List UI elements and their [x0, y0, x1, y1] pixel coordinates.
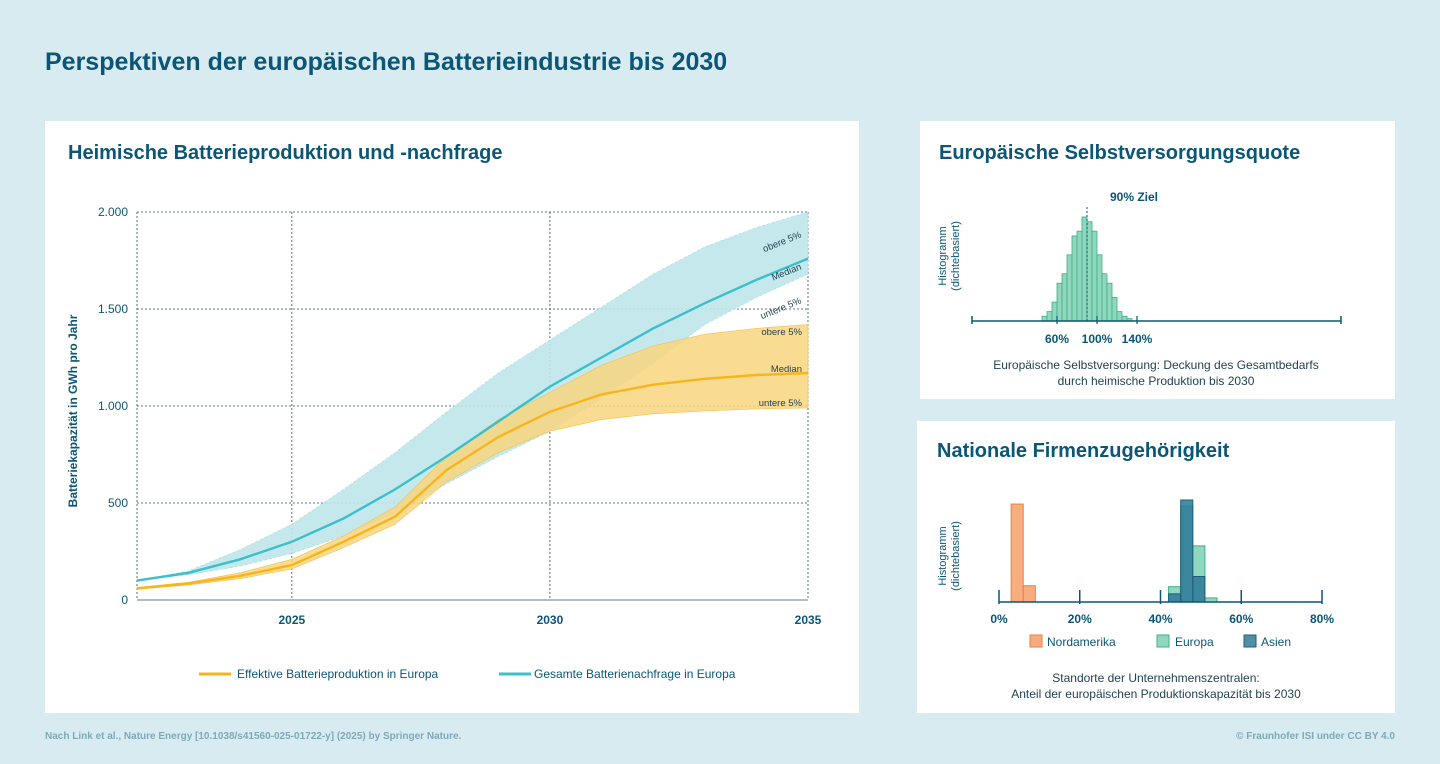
hist2-caption-line2: Anteil der europäischen Produktionskapaz…: [1011, 687, 1301, 701]
hist1-ylabel-line1: Histogramm: [937, 226, 949, 285]
footer-copyright: © Fraunhofer ISI under CC BY 4.0: [1236, 731, 1395, 742]
y-axis-label: Batteriekapazität in GWh pro Jahr: [66, 314, 80, 507]
hist1-ylabel-line2: (dichtebasiert): [950, 221, 962, 291]
nordamerika-bar: [1010, 503, 1024, 603]
hist1-x-tick-label: 100%: [1082, 332, 1113, 346]
production-band: [136, 324, 809, 590]
production-upper-label: obere 5%: [761, 327, 802, 338]
self-sufficiency-bar: [1061, 273, 1068, 322]
main-chart-title: Heimische Batterieproduktion und -nachfr…: [68, 142, 503, 164]
y-tick-label: 0: [121, 593, 128, 607]
legend-europa-swatch: [1156, 634, 1170, 648]
main-legend: Effektive Batterieproduktion in Europa G…: [199, 667, 736, 681]
affiliation-legend: Nordamerika Europa Asien: [1029, 634, 1291, 649]
self-sufficiency-bar: [1086, 221, 1093, 322]
self-sufficiency-bar: [1046, 311, 1053, 322]
demand-lower-label: untere 5%: [759, 295, 804, 322]
y-tick-label: 500: [108, 496, 128, 510]
self-sufficiency-bar: [1111, 296, 1118, 322]
nordamerika-bar: [1022, 585, 1036, 603]
x-tick-label: 2030: [537, 613, 564, 627]
legend-europa-label: Europa: [1175, 635, 1214, 649]
self-sufficiency-bar: [1106, 282, 1113, 322]
hist2-ylabel-line1: Histogramm: [937, 526, 949, 585]
legend-nordamerika-swatch: [1029, 634, 1043, 648]
x-tick-label: 2025: [278, 613, 305, 627]
self-sufficiency-bar: [1091, 230, 1098, 322]
main-chart-panel: Heimische Batterieproduktion und -nachfr…: [45, 121, 859, 713]
footer-source: Nach Link et al., Nature Energy [10.1038…: [45, 731, 462, 742]
self-sufficiency-chart: 60% 100% 140% Histogramm (dichtebasiert) 9…: [937, 190, 1342, 388]
asien-bar: [1180, 499, 1194, 603]
demand-median-line: [136, 257, 809, 582]
self-sufficiency-bar: [1096, 254, 1103, 322]
self-sufficiency-bar: [1101, 273, 1108, 322]
y-tick-label: 1.500: [98, 302, 128, 316]
target-label: 90% Ziel: [1110, 190, 1158, 204]
self-sufficiency-bar: [1066, 254, 1073, 322]
production-median-line: [136, 371, 809, 590]
hist2-x-tick-label: 20%: [1068, 612, 1092, 626]
legend-asien-label: Asien: [1261, 635, 1291, 649]
affiliation-chart: 0% 20% 40% 60% 80% Histogramm (dichtebasiert…: [937, 499, 1334, 701]
x-tick-label: 2035: [795, 613, 822, 627]
y-tick-label: 2.000: [98, 205, 128, 219]
affiliation-title: Nationale Firmenzugehörigkeit: [937, 440, 1230, 462]
self-sufficiency-bar: [1116, 311, 1123, 322]
hist2-ylabel-line2: (dichtebasiert): [950, 521, 962, 591]
production-lower-label: untere 5%: [759, 398, 803, 409]
affiliation-panel: Nationale Firmenzugehörigkeit 0% 20% 40% 60…: [917, 421, 1395, 713]
hist1-x-tick-label: 140%: [1122, 332, 1153, 346]
hist1-x-tick-label: 60%: [1045, 332, 1069, 346]
self-sufficiency-bar: [1051, 301, 1058, 322]
hist1-caption-line1: Europäische Selbstversorgung: Deckung de…: [993, 358, 1319, 372]
hist1-caption-line2: durch heimische Produktion bis 2030: [1058, 374, 1255, 388]
hist2-x-tick-label: 40%: [1148, 612, 1172, 626]
self-sufficiency-bar: [1071, 235, 1078, 322]
self-sufficiency-bar: [1081, 216, 1088, 322]
y-tick-label: 1.000: [98, 399, 128, 413]
page-title: Perspektiven der europäischen Batteriein…: [45, 48, 728, 76]
asien-bar: [1192, 576, 1206, 603]
self-sufficiency-panel: Europäische Selbstversorgungsquote 60% 10…: [920, 121, 1395, 399]
self-sufficiency-title: Europäische Selbstversorgungsquote: [939, 142, 1301, 164]
hist2-caption-line1: Standorte der Unternehmenszentralen:: [1052, 671, 1259, 685]
self-sufficiency-bar: [1056, 282, 1063, 322]
legend-nordamerika-label: Nordamerika: [1047, 635, 1116, 649]
hist2-x-tick-label: 0%: [990, 612, 1008, 626]
production-median-label: Median: [771, 364, 802, 375]
legend-demand-label: Gesamte Batterienachfrage in Europa: [534, 667, 736, 681]
legend-production-label: Effektive Batterieproduktion in Europa: [237, 667, 439, 681]
self-sufficiency-bar: [1076, 230, 1083, 322]
asien-bar: [1168, 593, 1182, 603]
hist2-x-tick-label: 60%: [1229, 612, 1253, 626]
legend-asien-swatch: [1243, 634, 1257, 648]
hist2-x-tick-label: 80%: [1310, 612, 1334, 626]
main-chart-svg: 0 500 1.000 1.500 2.000 2025 2030 2035 obere 5%…: [66, 205, 822, 681]
